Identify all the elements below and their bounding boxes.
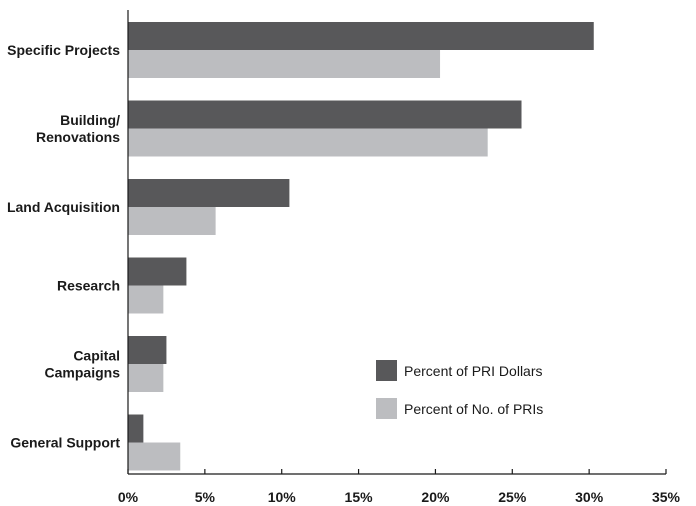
x-tick-label-2: 10%: [268, 489, 297, 505]
x-tick-label-6: 30%: [575, 489, 604, 505]
x-tick-label-3: 15%: [345, 489, 374, 505]
category-label-line: Capital: [73, 348, 120, 364]
category-label-line: Research: [57, 278, 120, 294]
bar-pri-dollars-2: [128, 179, 290, 207]
x-tick-label-7: 35%: [652, 489, 681, 505]
category-label-4: Capital Campaigns: [45, 348, 121, 381]
category-label-line: Building/: [60, 112, 120, 128]
bar-pri-count-0: [128, 50, 441, 78]
category-label-0: Specific Projects: [7, 42, 120, 58]
category-labels: Specific Projects Building/Renovations Lan…: [7, 42, 120, 451]
x-tick-label-0: 0%: [118, 489, 139, 505]
bar-pri-count-2: [128, 207, 216, 235]
category-label-line: Land Acquisition: [7, 199, 120, 215]
bars-group: [128, 22, 594, 471]
x-tick-label-4: 20%: [421, 489, 450, 505]
bar-pri-count-3: [128, 285, 164, 314]
bar-pri-dollars-4: [128, 336, 167, 364]
category-label-line: Campaigns: [45, 365, 121, 381]
legend: Percent of PRI Dollars Percent of No. of …: [376, 360, 543, 419]
category-label-line: General Support: [10, 435, 120, 451]
bar-pri-count-5: [128, 442, 181, 471]
bar-pri-dollars-5: [128, 414, 144, 443]
category-label-5: General Support: [10, 435, 120, 451]
legend-label-0: Percent of PRI Dollars: [404, 363, 543, 379]
legend-swatch-0: [376, 360, 397, 381]
x-tick-label-1: 5%: [195, 489, 216, 505]
category-label-line: Renovations: [36, 129, 120, 145]
axes-group: [127, 10, 667, 475]
legend-swatch-1: [376, 398, 397, 419]
bar-pri-count-4: [128, 364, 164, 392]
tick-labels: 0% 5% 10% 15% 20% 25% 30% 35%: [118, 489, 681, 505]
bar-pri-count-1: [128, 128, 488, 157]
category-label-2: Land Acquisition: [7, 199, 120, 215]
x-tick-label-5: 25%: [498, 489, 527, 505]
legend-label-1: Percent of No. of PRIs: [404, 401, 543, 417]
category-label-1: Building/Renovations: [36, 112, 120, 145]
category-label-3: Research: [57, 278, 120, 294]
bar-pri-dollars-0: [128, 22, 594, 50]
bar-pri-dollars-3: [128, 257, 187, 286]
bar-pri-dollars-1: [128, 100, 522, 129]
category-label-line: Specific Projects: [7, 42, 120, 58]
